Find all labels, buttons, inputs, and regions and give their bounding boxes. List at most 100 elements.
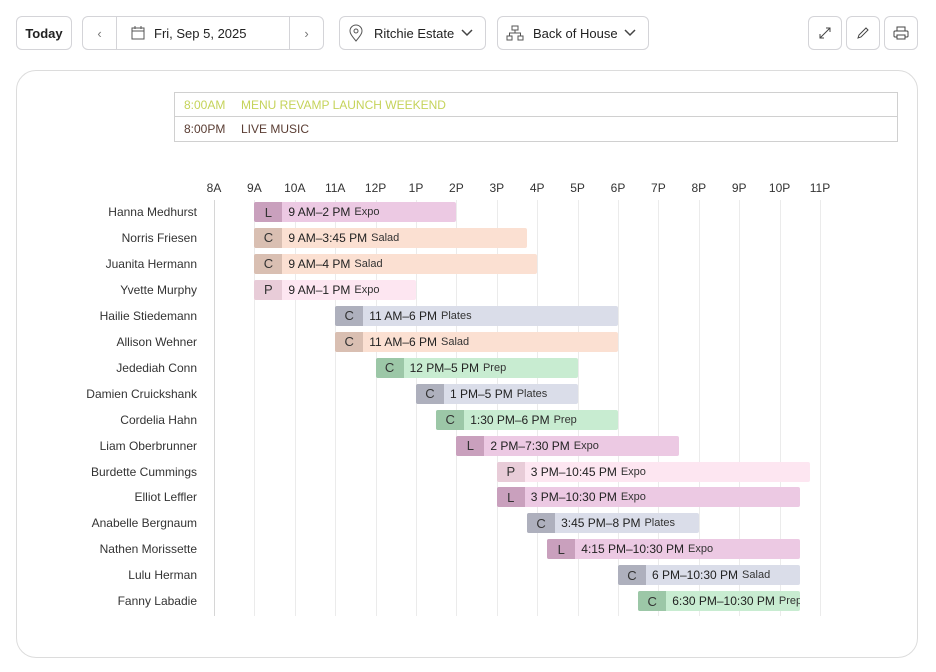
shift-bar: L 4:15 PM–10:30 PM Expo bbox=[547, 539, 800, 560]
shift-bar: C 11 AM–6 PM Salad bbox=[335, 331, 618, 352]
hour-label: 7P bbox=[651, 181, 666, 195]
employee-name: Yvette Murphy bbox=[120, 282, 197, 297]
grid-line bbox=[375, 200, 377, 616]
grid-line bbox=[698, 200, 700, 616]
shift-time: 3 PM–10:45 PM bbox=[530, 464, 617, 479]
employee-name: Fanny Labadie bbox=[117, 594, 197, 609]
shift-role: Prep bbox=[778, 595, 800, 608]
shift-badge: C bbox=[638, 591, 667, 612]
grid-line bbox=[496, 200, 498, 616]
pencil-icon bbox=[857, 27, 869, 39]
grid-line bbox=[618, 200, 619, 616]
grid-line bbox=[537, 200, 539, 616]
shift-role: Plates bbox=[516, 387, 548, 400]
today-button[interactable]: Today bbox=[16, 16, 72, 50]
shift-bar: C 11 AM–6 PM Plates bbox=[335, 305, 618, 326]
shift-bar: C 6 PM–10:30 PM Salad bbox=[618, 565, 800, 586]
edit-button[interactable] bbox=[846, 16, 880, 50]
date-label: Fri, Sep 5, 2025 bbox=[154, 25, 247, 41]
shift-badge: C bbox=[416, 383, 444, 404]
hour-label: 8A bbox=[206, 181, 222, 195]
shift-bar: C 9 AM–3:45 PM Salad bbox=[254, 227, 528, 248]
shift-time: 9 AM–3:45 PM bbox=[288, 230, 368, 245]
hour-label: 4P bbox=[529, 181, 545, 195]
shift-badge: L bbox=[456, 435, 485, 456]
shift-time: 9 AM–1 PM bbox=[288, 282, 351, 297]
shift-time: 1:30 PM–6 PM bbox=[470, 412, 550, 427]
employee-name: Damien Cruickshank bbox=[86, 386, 197, 401]
grid-line bbox=[820, 200, 821, 616]
shift-role: Expo bbox=[620, 491, 646, 504]
employee-name: Burdette Cummings bbox=[90, 464, 197, 479]
hour-label: 10P bbox=[768, 181, 791, 195]
grid-line bbox=[294, 200, 296, 616]
expand-icon bbox=[819, 27, 831, 39]
department-select[interactable]: Back of House bbox=[497, 16, 649, 50]
department-label: Back of House bbox=[533, 25, 618, 41]
event-row: 8:00PM LIVE MUSIC bbox=[174, 117, 898, 142]
event-time: 8:00PM bbox=[184, 122, 226, 136]
print-button[interactable] bbox=[884, 16, 918, 50]
shift-badge: C bbox=[375, 357, 404, 378]
hour-label: 12P bbox=[364, 181, 387, 195]
shift-role: Salad bbox=[441, 335, 470, 348]
event-title: LIVE MUSIC bbox=[241, 122, 310, 136]
prev-day[interactable]: ‹ bbox=[83, 17, 117, 49]
hour-label: 11P bbox=[809, 181, 831, 195]
shift-time: 3 PM–10:30 PM bbox=[530, 490, 617, 505]
shift-time: 9 AM–4 PM bbox=[288, 256, 351, 271]
hour-label: 3P bbox=[489, 181, 505, 195]
grid-line bbox=[577, 200, 579, 616]
shift-bar: L 9 AM–2 PM Expo bbox=[254, 202, 457, 222]
hour-label: 10A bbox=[284, 181, 306, 195]
hour-label: 6P bbox=[610, 181, 626, 195]
shift-bar: L 3 PM–10:30 PM Expo bbox=[496, 487, 800, 508]
shift-badge: L bbox=[547, 539, 576, 560]
shift-time: 6 PM–10:30 PM bbox=[652, 568, 739, 583]
shift-badge: C bbox=[254, 227, 283, 248]
hour-label: 1P bbox=[408, 181, 424, 195]
shift-time: 6:30 PM–10:30 PM bbox=[672, 594, 775, 609]
chevron bbox=[624, 29, 636, 37]
shift-badge: L bbox=[254, 202, 283, 222]
grid-line bbox=[779, 200, 781, 616]
shift-bar: P 3 PM–10:45 PM Expo bbox=[496, 461, 810, 482]
shift-badge: P bbox=[496, 461, 525, 482]
shift-badge: L bbox=[496, 487, 525, 508]
employee-name: Hailie Stiedemann bbox=[99, 308, 197, 323]
expand-button[interactable] bbox=[808, 16, 842, 50]
shift-badge: C bbox=[335, 331, 364, 352]
employee-name: Juanita Hermann bbox=[105, 256, 197, 271]
hour-label: 11A bbox=[324, 181, 346, 195]
grid-line bbox=[416, 200, 417, 616]
grid-line bbox=[658, 200, 660, 616]
employee-name: Cordelia Hahn bbox=[120, 412, 197, 427]
shift-time: 4:15 PM–10:30 PM bbox=[581, 542, 685, 557]
employee-name: Norris Friesen bbox=[121, 230, 197, 245]
date-picker[interactable]: ‹ Fri, Sep 5, 2025 › bbox=[82, 16, 324, 50]
grid-line bbox=[456, 200, 458, 616]
shift-badge: C bbox=[436, 409, 465, 430]
employee-name: Allison Wehner bbox=[116, 334, 197, 349]
shift-time: 2 PM–7:30 PM bbox=[490, 438, 570, 453]
shift-role: Prep bbox=[482, 361, 507, 374]
shift-bar: C 3:45 PM–8 PM Plates bbox=[527, 513, 699, 534]
hour-label: 5P bbox=[570, 181, 585, 195]
chevron bbox=[461, 29, 473, 37]
hour-label: 9P bbox=[731, 181, 747, 195]
location-select[interactable]: Ritchie Estate bbox=[339, 16, 486, 50]
shift-bar: L 2 PM–7:30 PM Expo bbox=[456, 435, 679, 456]
shift-bar: C 1:30 PM–6 PM Prep bbox=[436, 409, 618, 430]
shift-role: Expo bbox=[354, 206, 380, 218]
shift-time: 11 AM–6 PM bbox=[369, 334, 437, 349]
event-time: 8:00AM bbox=[184, 97, 226, 112]
grid-line bbox=[335, 200, 337, 616]
shift-bar: C 12 PM–5 PM Prep bbox=[375, 357, 578, 378]
shift-role: Expo bbox=[688, 543, 714, 556]
shift-role: Salad bbox=[371, 231, 400, 244]
event-row: 8:00AM MENU REVAMP LAUNCH WEEKEND bbox=[174, 92, 898, 117]
event-title: MENU REVAMP LAUNCH WEEKEND bbox=[241, 97, 446, 112]
next-day[interactable]: › bbox=[289, 17, 323, 49]
shift-role: Salad bbox=[354, 257, 383, 270]
